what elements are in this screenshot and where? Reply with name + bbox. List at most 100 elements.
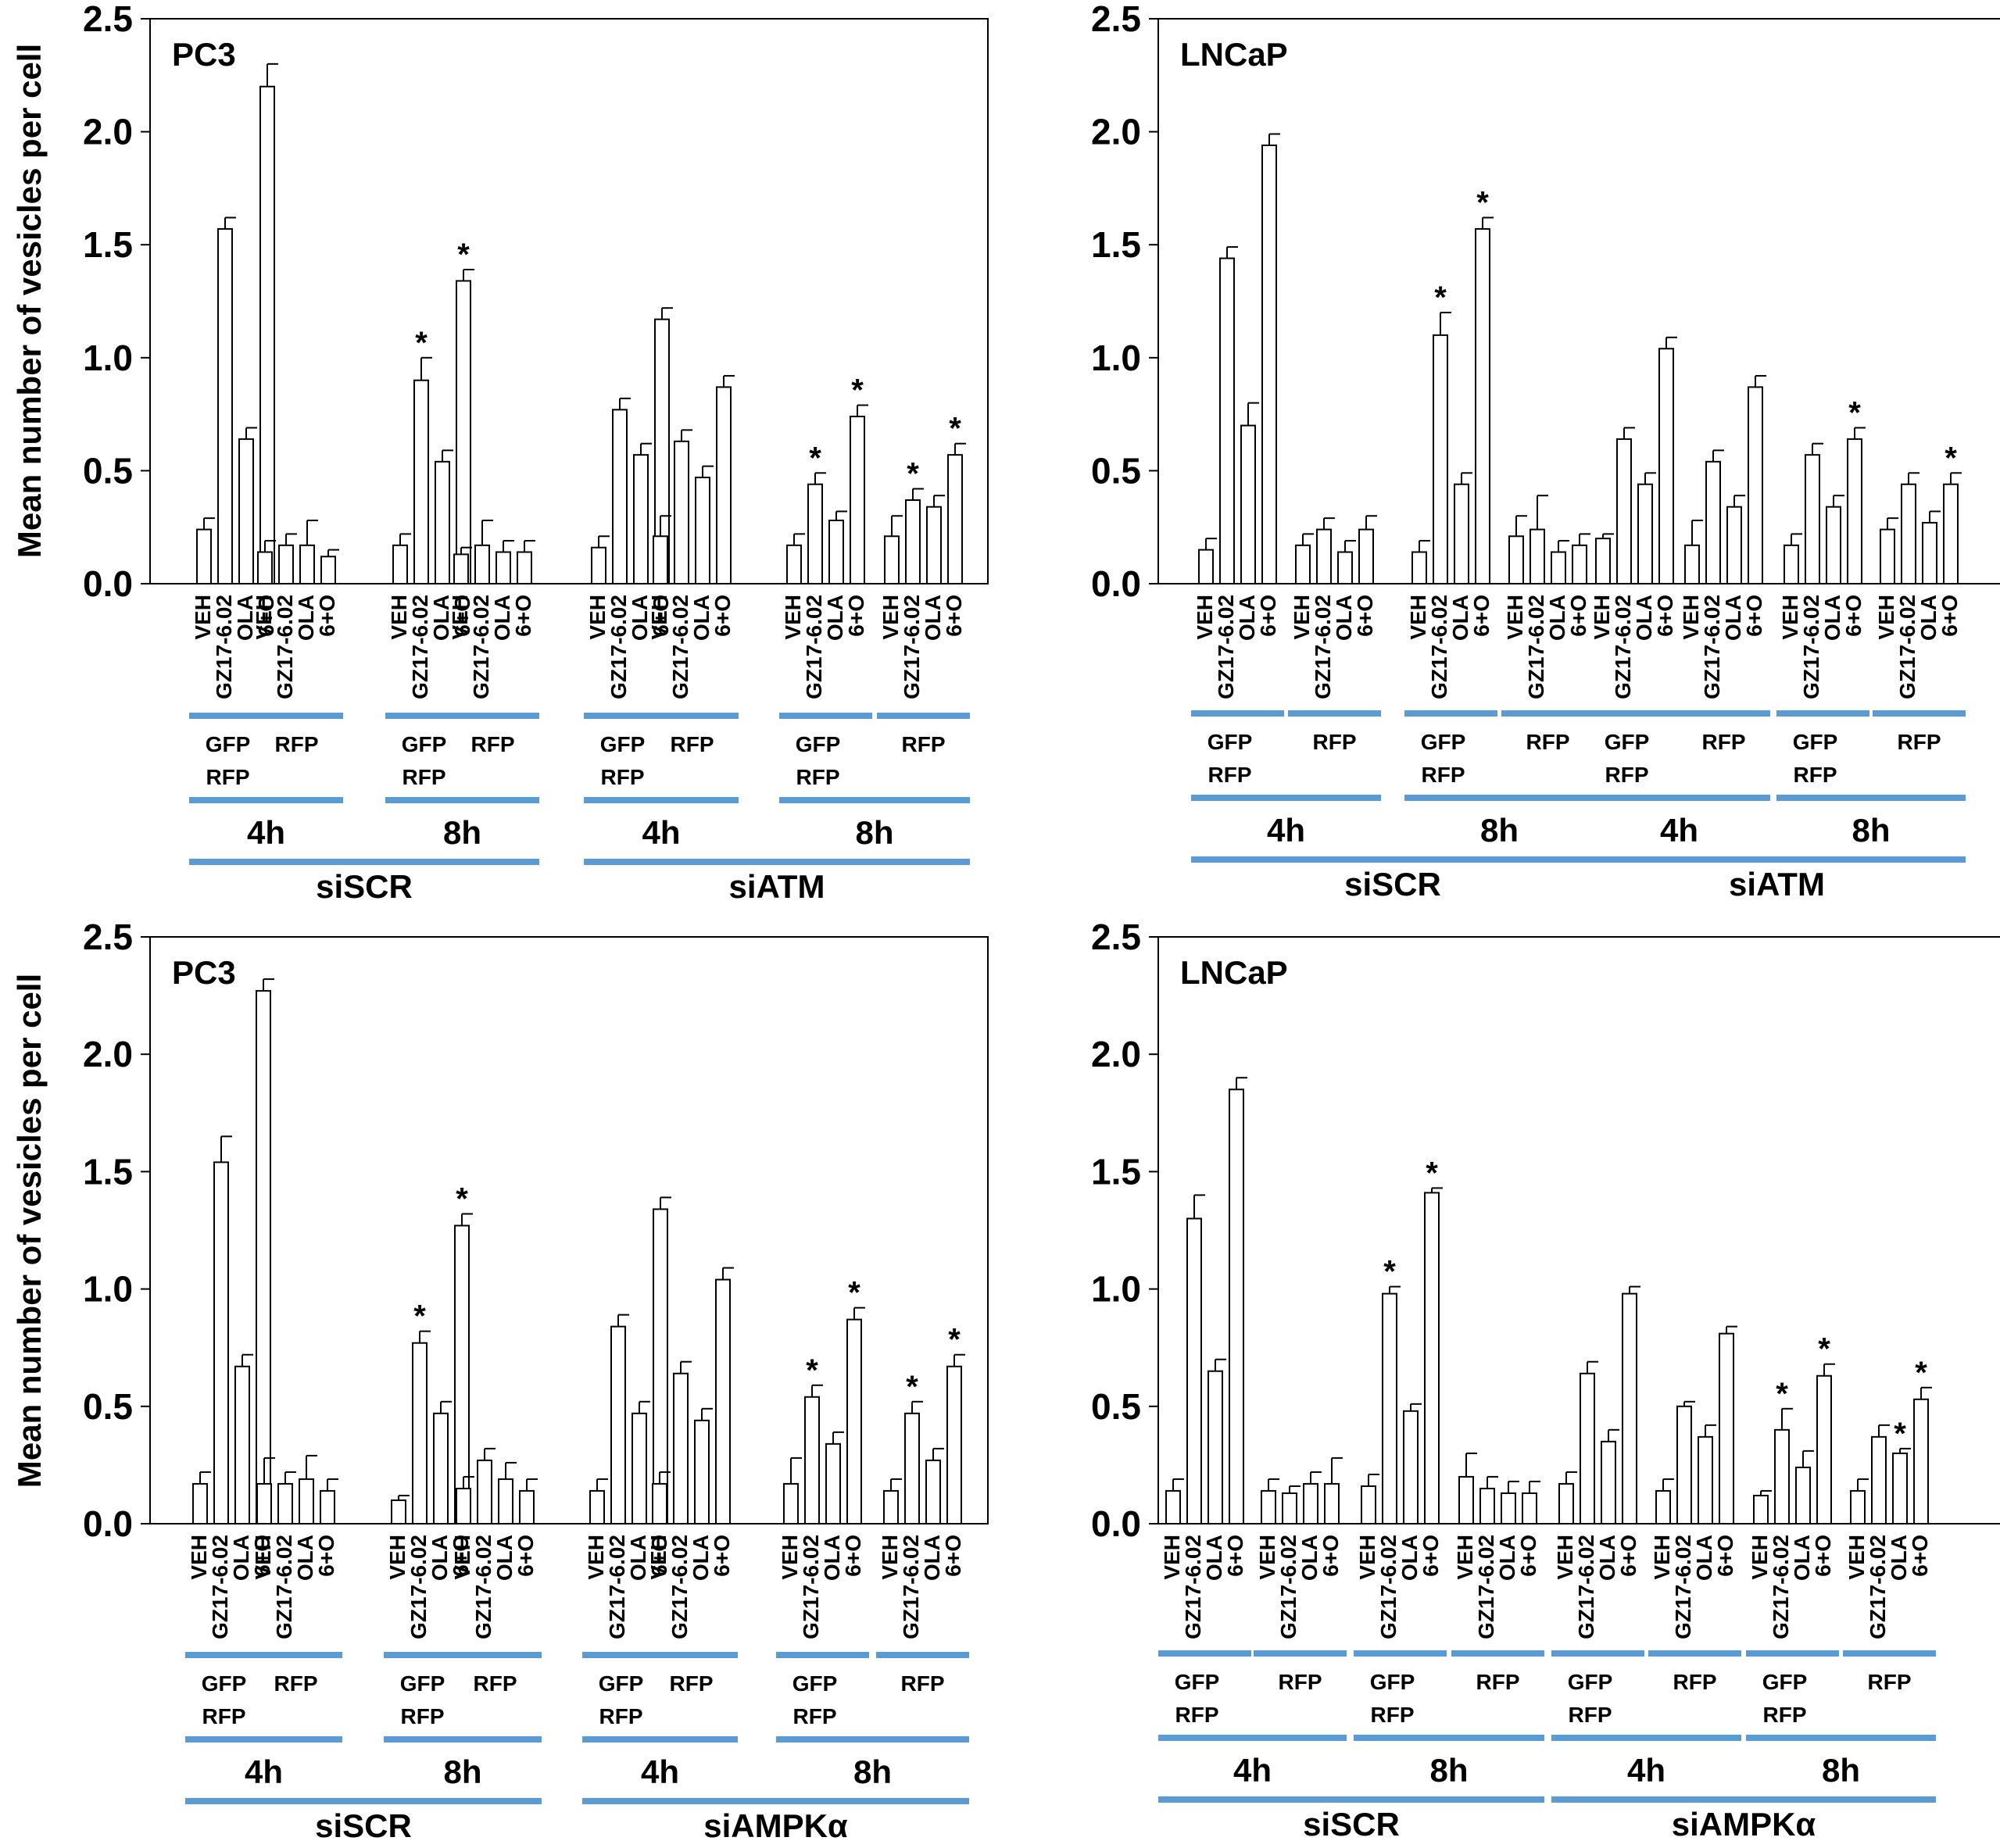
timepoint-label: 8h — [1429, 1752, 1468, 1789]
treatment-label: GZ17-6.02 — [1427, 595, 1451, 699]
bar — [807, 483, 823, 585]
treatment-label: GZ17-6.02 — [408, 595, 432, 699]
transfection-label: GFP — [599, 1671, 644, 1696]
treatment-label: OLA — [490, 595, 514, 641]
treatment-label: OLA — [689, 1535, 713, 1581]
bar — [1622, 1292, 1637, 1525]
transfection-label: RFP — [474, 1671, 517, 1696]
significance-asterisk: * — [851, 374, 864, 408]
bar — [1847, 438, 1862, 584]
treatment-label: OLA — [628, 595, 652, 641]
y-tick-label: 1.5 — [83, 224, 133, 265]
transfection-label: RFP — [1605, 763, 1649, 787]
transfection-label: RFP — [601, 765, 645, 789]
treatment-label: GZ17-6.02 — [668, 595, 692, 699]
timepoint-underline — [582, 1736, 738, 1743]
timepoint-underline — [385, 797, 539, 803]
y-tick-label: 2.0 — [1091, 1034, 1141, 1074]
bar — [1795, 1466, 1811, 1525]
group-underline — [776, 1652, 869, 1658]
treatment-label: VEH — [385, 1535, 410, 1580]
transfection-label: RFP — [1702, 730, 1746, 754]
treatment-label: 6+O — [1256, 595, 1280, 637]
transfection-label: GFP — [1175, 1670, 1220, 1694]
significance-asterisk: * — [1894, 1417, 1906, 1451]
treatment-label: OLA — [428, 1535, 452, 1581]
treatment-label: 6+O — [254, 595, 278, 637]
treatment-label: GZ17-6.02 — [1214, 595, 1238, 699]
significance-asterisk: * — [1776, 1377, 1788, 1411]
bar — [299, 1478, 314, 1525]
bar — [589, 1489, 605, 1525]
group-underline — [250, 713, 343, 719]
bar — [1719, 1332, 1734, 1525]
transfection-label: GFP — [1208, 730, 1253, 754]
treatment-label: 6+O — [511, 595, 535, 637]
bar — [1186, 1217, 1202, 1525]
treatment-label: VEH — [647, 595, 671, 640]
knockdown-label: siSCR — [1303, 1806, 1400, 1843]
treatment-label: OLA — [229, 1535, 253, 1581]
group-underline — [1843, 1650, 1936, 1657]
transfection-label: GFP — [402, 732, 447, 756]
timepoint-underline — [1776, 795, 1966, 801]
treatment-label: VEH — [1160, 1535, 1184, 1580]
y-tick-label: 2.5 — [83, 0, 133, 39]
transfection-label: RFP — [1794, 763, 1837, 787]
bar — [1229, 1088, 1244, 1525]
bar — [435, 460, 450, 584]
panel-title: LNCaP — [1180, 954, 1288, 991]
treatment-label: GZ17-6.02 — [1276, 1535, 1301, 1639]
treatment-label: GZ17-6.02 — [272, 1535, 296, 1639]
significance-asterisk: * — [809, 441, 821, 475]
group-underline — [189, 713, 282, 719]
bar — [1784, 544, 1799, 584]
bar — [715, 1278, 731, 1525]
transfection-label: GFP — [796, 732, 841, 756]
group-underline — [1288, 710, 1381, 717]
bar — [453, 553, 469, 584]
bar — [1337, 551, 1353, 585]
bar — [1826, 506, 1841, 584]
knockdown-label: siSCR — [315, 1807, 412, 1844]
bar — [946, 1365, 962, 1525]
bar — [256, 1482, 272, 1525]
transfection-label: GFP — [600, 732, 646, 756]
knockdown-label: siAMPKα — [1672, 1806, 1816, 1843]
transfection-label: RFP — [599, 1704, 643, 1728]
y-axis-label: Mean number of vesicles per cell — [11, 974, 48, 1488]
knockdown-label: siAMPKα — [703, 1807, 848, 1844]
group-underline — [876, 1652, 969, 1658]
timepoint-underline — [1404, 795, 1594, 801]
treatment-label: GZ17-6.02 — [1799, 595, 1823, 699]
y-tick-label: 0.5 — [1091, 450, 1141, 491]
treatment-label: VEH — [1650, 1535, 1674, 1580]
bar — [391, 1499, 406, 1525]
treatment-label: OLA — [294, 595, 318, 641]
bar — [591, 546, 606, 585]
treatment-label: VEH — [1290, 595, 1314, 640]
treatment-label: GZ17-6.02 — [899, 1535, 923, 1639]
y-tick-label: 0.5 — [83, 1386, 133, 1427]
transfection-label: RFP — [403, 765, 446, 789]
significance-asterisk: * — [1945, 441, 1957, 475]
bar — [652, 1482, 667, 1525]
group-underline — [1451, 1650, 1544, 1657]
y-axis-label: Mean number of vesicles per cell — [11, 44, 48, 558]
treatment-label: GZ17-6.02 — [1671, 1535, 1695, 1639]
treatment-label: 6+O — [710, 1535, 734, 1577]
treatment-label: 6+O — [1908, 1535, 1932, 1577]
bar — [825, 1442, 841, 1525]
bar — [517, 551, 532, 585]
treatment-label: GZ17-6.02 — [605, 1535, 629, 1639]
bar — [1358, 528, 1374, 584]
bar — [884, 535, 900, 585]
bar — [1501, 1492, 1516, 1525]
treatment-label: VEH — [1590, 595, 1614, 640]
treatment-label: VEH — [778, 1535, 802, 1580]
treatment-label: GZ17-6.02 — [1524, 595, 1548, 699]
group-underline — [877, 713, 970, 719]
plot-frame — [149, 18, 989, 584]
group-underline — [1551, 1650, 1644, 1657]
plot-frame — [1157, 936, 2000, 1525]
